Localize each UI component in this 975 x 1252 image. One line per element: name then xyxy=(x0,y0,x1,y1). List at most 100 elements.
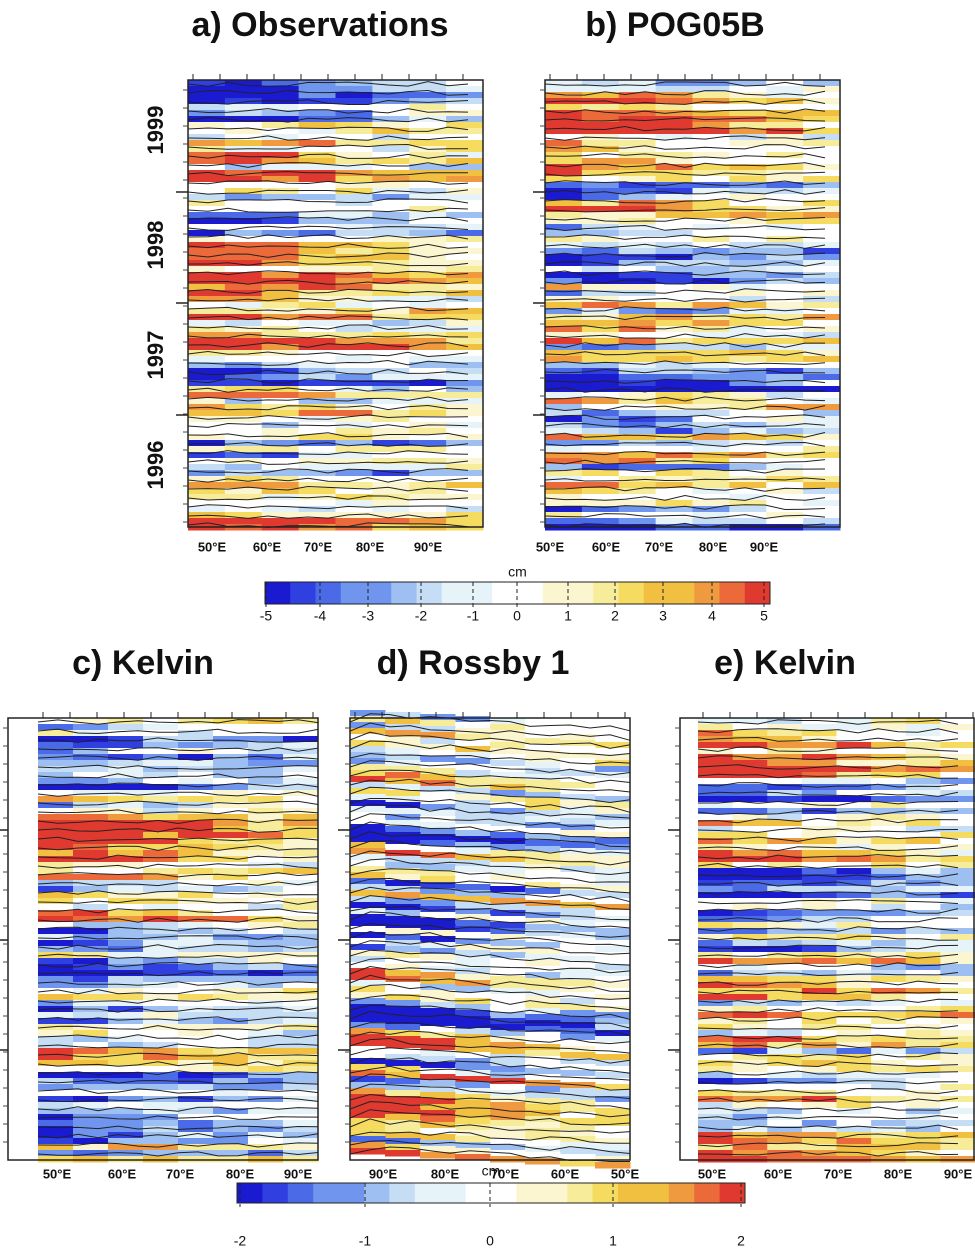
colorbar-label: 0 xyxy=(513,608,521,624)
field-cell xyxy=(940,1084,975,1091)
field-cell xyxy=(336,374,373,381)
field-cell xyxy=(350,998,386,1005)
field-cell xyxy=(178,742,214,749)
field-cell xyxy=(225,308,262,315)
field-cell xyxy=(248,1072,284,1079)
field-cell xyxy=(299,194,336,201)
field-cell xyxy=(409,272,446,279)
field-cell xyxy=(283,838,319,845)
field-cell xyxy=(729,254,766,261)
field-cell xyxy=(733,946,768,953)
field-cell xyxy=(837,928,872,935)
field-cell xyxy=(560,1088,596,1095)
field-cell xyxy=(385,928,421,935)
field-cell xyxy=(409,92,446,99)
field-cell xyxy=(38,1078,74,1085)
field-cell xyxy=(595,1030,631,1037)
field-cell xyxy=(446,500,483,507)
field-cell xyxy=(871,1024,906,1031)
field-cell xyxy=(656,314,693,321)
field-cell xyxy=(802,772,837,779)
field-cell xyxy=(698,958,733,965)
field-cell xyxy=(940,1114,975,1121)
x-label: 60°E xyxy=(108,1166,137,1181)
field-cell xyxy=(940,1120,975,1127)
field-cell xyxy=(766,422,803,429)
field-cell xyxy=(143,946,179,953)
x-label: 50°E xyxy=(536,539,565,554)
field-cell xyxy=(803,194,840,201)
field-cell xyxy=(385,748,421,755)
field-cell xyxy=(906,1018,941,1025)
colorbar-label: 2 xyxy=(737,1233,745,1249)
field-cell xyxy=(766,428,803,435)
field-cell xyxy=(802,886,837,893)
field-cell xyxy=(283,886,319,893)
field-cell xyxy=(525,888,561,895)
field-cell xyxy=(73,982,109,989)
field-cell xyxy=(248,760,284,767)
field-cell xyxy=(871,1072,906,1079)
x-label: 90°E xyxy=(750,539,779,554)
field-cell xyxy=(940,1132,975,1139)
field-cell xyxy=(178,796,214,803)
field-cell xyxy=(350,908,386,915)
field-cell xyxy=(213,982,249,989)
field-cell xyxy=(619,194,656,201)
field-cell xyxy=(803,344,840,351)
field-cell xyxy=(178,964,214,971)
field-cell xyxy=(837,1048,872,1055)
field-cell xyxy=(372,134,409,141)
field-cell xyxy=(693,314,730,321)
field-cell xyxy=(213,976,249,983)
field-cell xyxy=(409,290,446,297)
colorbar-label: -3 xyxy=(362,608,375,624)
field-cell xyxy=(299,218,336,225)
field-cell xyxy=(262,188,299,195)
field-cell xyxy=(372,458,409,465)
field-cell xyxy=(582,212,619,219)
field-cell xyxy=(350,812,386,819)
field-cell xyxy=(446,290,483,297)
field-cell xyxy=(336,128,373,135)
field-cell xyxy=(73,1012,109,1019)
field-cell xyxy=(525,1140,561,1147)
panel-title: c) Kelvin xyxy=(72,644,214,682)
field-cell xyxy=(656,476,693,483)
colorbar-cell xyxy=(491,1183,517,1203)
field-cell xyxy=(656,194,693,201)
field-cell xyxy=(225,212,262,219)
field-cell xyxy=(803,434,840,441)
field-cell xyxy=(143,730,179,737)
field-cell xyxy=(213,1120,249,1127)
field-cell xyxy=(350,968,386,975)
field-cell xyxy=(409,98,446,105)
field-cell xyxy=(108,1078,144,1085)
field-cell xyxy=(595,844,631,851)
field-cell xyxy=(108,832,144,839)
field-cell xyxy=(188,92,225,99)
field-cell xyxy=(656,320,693,327)
field-cell xyxy=(693,242,730,249)
field-cell xyxy=(225,314,262,321)
field-cell xyxy=(545,302,582,309)
field-cell xyxy=(38,1066,74,1073)
field-cell xyxy=(802,922,837,929)
field-cell xyxy=(283,1024,319,1031)
field-cell xyxy=(560,980,596,987)
field-cell xyxy=(385,718,421,725)
field-cell xyxy=(225,410,262,417)
field-cell xyxy=(803,164,840,171)
colorbar-cell xyxy=(518,582,544,604)
field-cell xyxy=(766,470,803,477)
field-cell xyxy=(767,1090,802,1097)
field-cell xyxy=(188,356,225,363)
field-cell xyxy=(108,940,144,947)
field-cell xyxy=(490,1018,526,1025)
field-cell xyxy=(248,868,284,875)
field-cell xyxy=(108,844,144,851)
colorbar-label: 2 xyxy=(611,608,619,624)
field-cell xyxy=(446,452,483,459)
field-cell xyxy=(455,884,491,891)
field-cell xyxy=(143,856,179,863)
